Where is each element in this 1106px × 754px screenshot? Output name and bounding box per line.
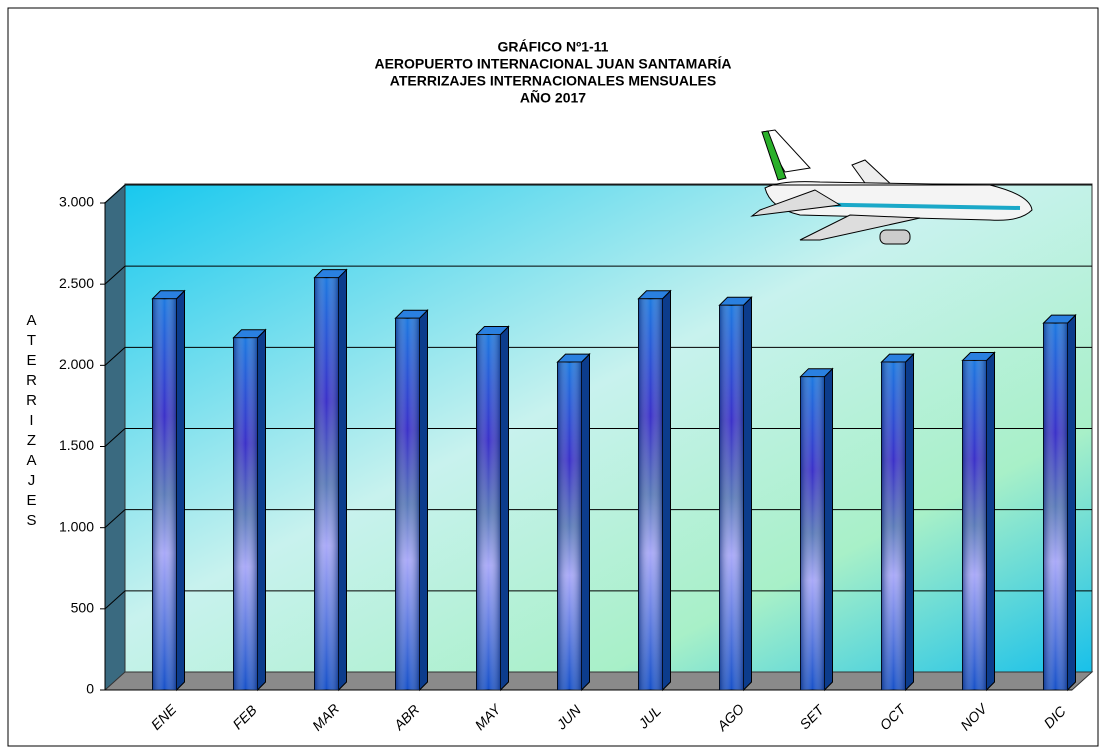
x-tick-label: JUN <box>553 701 585 733</box>
y-tick-label: 0 <box>86 681 94 697</box>
airplane <box>750 129 1033 245</box>
x-tick-label: SET <box>796 701 828 733</box>
bar-side <box>419 309 428 692</box>
bar-shade <box>638 298 663 690</box>
x-tick-label: FEB <box>229 702 260 733</box>
bar-side <box>662 289 671 692</box>
x-tick-label: MAY <box>472 700 505 733</box>
x-tick-label: JUL <box>634 703 664 733</box>
grid-line <box>104 509 126 529</box>
x-tick-label: ABR <box>390 701 422 733</box>
bar-side <box>824 367 833 692</box>
grid-line <box>104 265 126 285</box>
bar-shade <box>719 305 744 690</box>
chart-title: AEROPUERTO INTERNACIONAL JUAN SANTAMARÍA <box>374 56 731 72</box>
bar-side <box>1067 313 1076 692</box>
bar-side <box>905 352 914 692</box>
bar-shade <box>1043 323 1068 690</box>
grid-line <box>104 346 126 366</box>
y-tick-label: 3.000 <box>59 194 94 210</box>
y-axis-label: ATERRIZAJES <box>23 312 40 532</box>
grid-line <box>104 428 126 447</box>
chart-title: ATERRIZAJES INTERNACIONALES MENSUALES <box>390 73 716 89</box>
bar-side <box>176 289 185 692</box>
y-tick-label: 1.000 <box>59 518 94 534</box>
frame <box>7 7 1099 747</box>
y-tick-label: 2.000 <box>59 356 94 372</box>
x-tick-label: NOV <box>957 700 991 734</box>
x-tick-label: MAR <box>309 700 342 733</box>
bar-shade <box>557 362 582 690</box>
bar-side <box>986 351 995 692</box>
bar-side <box>581 352 590 692</box>
y-tick-label: 2.500 <box>59 275 94 291</box>
bar-shade <box>800 376 825 690</box>
bar-shade <box>233 337 258 690</box>
bar-side <box>500 325 509 692</box>
y-tick-label: 1.500 <box>59 437 94 453</box>
x-tick-label: ENE <box>148 701 180 733</box>
x-tick-label: DIC <box>1040 702 1069 731</box>
bar-side <box>257 328 266 692</box>
grid-line <box>104 590 126 610</box>
bar-shade <box>476 334 501 690</box>
grid-line <box>104 184 126 204</box>
bar-side <box>743 296 752 692</box>
bar-side <box>338 268 347 692</box>
chart-title: AÑO 2017 <box>520 89 586 106</box>
x-tick-label: OCT <box>876 700 909 733</box>
chart-title: GRÁFICO Nº1-11 <box>498 39 609 55</box>
bar-shade <box>314 277 339 690</box>
bar-shade <box>395 318 420 690</box>
bar-shade <box>962 360 987 690</box>
x-tick-label: AGO <box>713 700 747 734</box>
bar-shade <box>152 298 177 690</box>
y-tick-label: 500 <box>71 600 95 616</box>
bar-shade <box>881 362 906 690</box>
